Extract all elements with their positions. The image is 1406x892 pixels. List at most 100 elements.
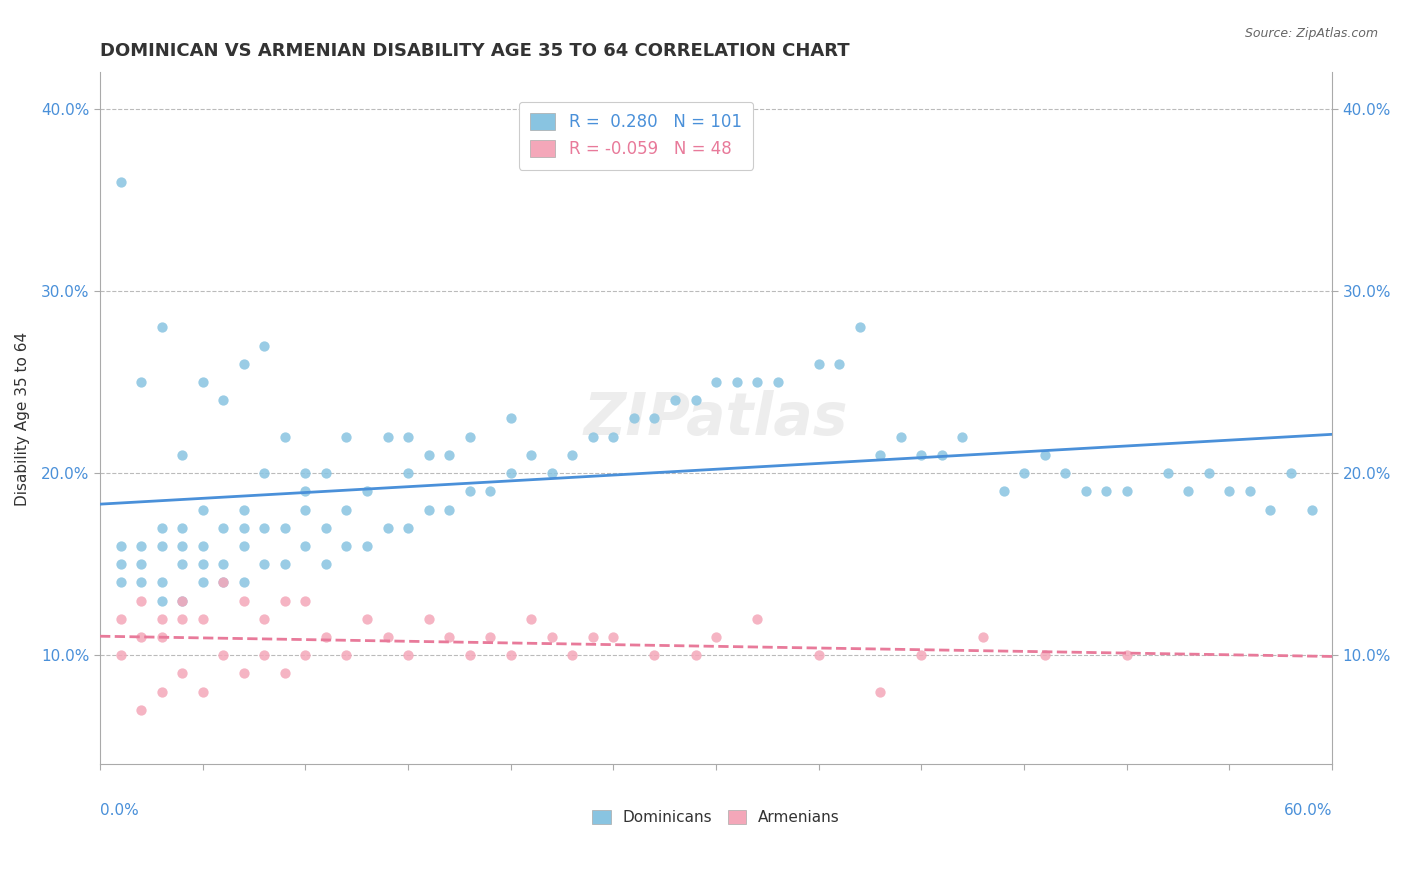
Point — [253, 466, 276, 480]
Point — [294, 466, 316, 480]
Point — [1074, 484, 1097, 499]
Point — [294, 539, 316, 553]
Text: 60.0%: 60.0% — [1284, 803, 1331, 818]
Text: DOMINICAN VS ARMENIAN DISABILITY AGE 35 TO 64 CORRELATION CHART: DOMINICAN VS ARMENIAN DISABILITY AGE 35 … — [100, 42, 849, 60]
Point — [849, 320, 872, 334]
Point — [172, 593, 194, 607]
Point — [1198, 466, 1220, 480]
Point — [191, 539, 214, 553]
Point — [212, 575, 235, 590]
Point — [129, 593, 152, 607]
Y-axis label: Disability Age 35 to 64: Disability Age 35 to 64 — [15, 332, 30, 506]
Point — [890, 430, 912, 444]
Point — [499, 648, 522, 663]
Point — [356, 612, 378, 626]
Point — [499, 466, 522, 480]
Point — [1218, 484, 1240, 499]
Point — [396, 521, 419, 535]
Point — [377, 430, 399, 444]
Point — [396, 466, 419, 480]
Point — [172, 539, 194, 553]
Point — [418, 502, 440, 516]
Point — [807, 357, 830, 371]
Point — [212, 648, 235, 663]
Point — [110, 539, 132, 553]
Point — [1033, 648, 1056, 663]
Point — [274, 430, 297, 444]
Point — [499, 411, 522, 425]
Point — [582, 630, 605, 644]
Point — [1115, 648, 1137, 663]
Point — [150, 320, 173, 334]
Point — [602, 630, 624, 644]
Point — [294, 593, 316, 607]
Point — [172, 612, 194, 626]
Point — [437, 630, 460, 644]
Point — [253, 521, 276, 535]
Point — [356, 484, 378, 499]
Point — [274, 521, 297, 535]
Point — [110, 557, 132, 571]
Point — [993, 484, 1015, 499]
Point — [418, 448, 440, 462]
Point — [253, 648, 276, 663]
Point — [540, 630, 562, 644]
Point — [294, 502, 316, 516]
Point — [685, 648, 707, 663]
Point — [172, 593, 194, 607]
Point — [479, 630, 502, 644]
Point — [1239, 484, 1261, 499]
Point — [129, 557, 152, 571]
Point — [1095, 484, 1118, 499]
Point — [582, 430, 605, 444]
Point — [1177, 484, 1199, 499]
Point — [335, 502, 357, 516]
Point — [1279, 466, 1302, 480]
Point — [253, 557, 276, 571]
Point — [418, 612, 440, 626]
Point — [315, 521, 337, 535]
Point — [910, 648, 932, 663]
Point — [253, 338, 276, 352]
Point — [377, 521, 399, 535]
Point — [1012, 466, 1035, 480]
Point — [110, 175, 132, 189]
Point — [685, 393, 707, 408]
Point — [212, 393, 235, 408]
Point — [110, 612, 132, 626]
Point — [1260, 502, 1282, 516]
Point — [110, 575, 132, 590]
Point — [664, 393, 686, 408]
Point — [129, 630, 152, 644]
Point — [828, 357, 851, 371]
Point — [129, 375, 152, 389]
Point — [150, 612, 173, 626]
Point — [869, 684, 891, 698]
Point — [212, 521, 235, 535]
Point — [172, 448, 194, 462]
Point — [396, 430, 419, 444]
Point — [129, 539, 152, 553]
Point — [437, 448, 460, 462]
Point — [807, 648, 830, 663]
Point — [274, 593, 297, 607]
Point — [172, 557, 194, 571]
Point — [315, 557, 337, 571]
Point — [212, 575, 235, 590]
Point — [602, 430, 624, 444]
Point — [725, 375, 748, 389]
Point — [129, 703, 152, 717]
Point — [396, 648, 419, 663]
Point — [561, 448, 583, 462]
Point — [150, 539, 173, 553]
Point — [520, 448, 543, 462]
Point — [191, 612, 214, 626]
Point — [745, 375, 768, 389]
Text: 0.0%: 0.0% — [100, 803, 139, 818]
Point — [1054, 466, 1077, 480]
Point — [1301, 502, 1323, 516]
Point — [335, 539, 357, 553]
Point — [150, 593, 173, 607]
Point — [458, 430, 481, 444]
Point — [232, 593, 254, 607]
